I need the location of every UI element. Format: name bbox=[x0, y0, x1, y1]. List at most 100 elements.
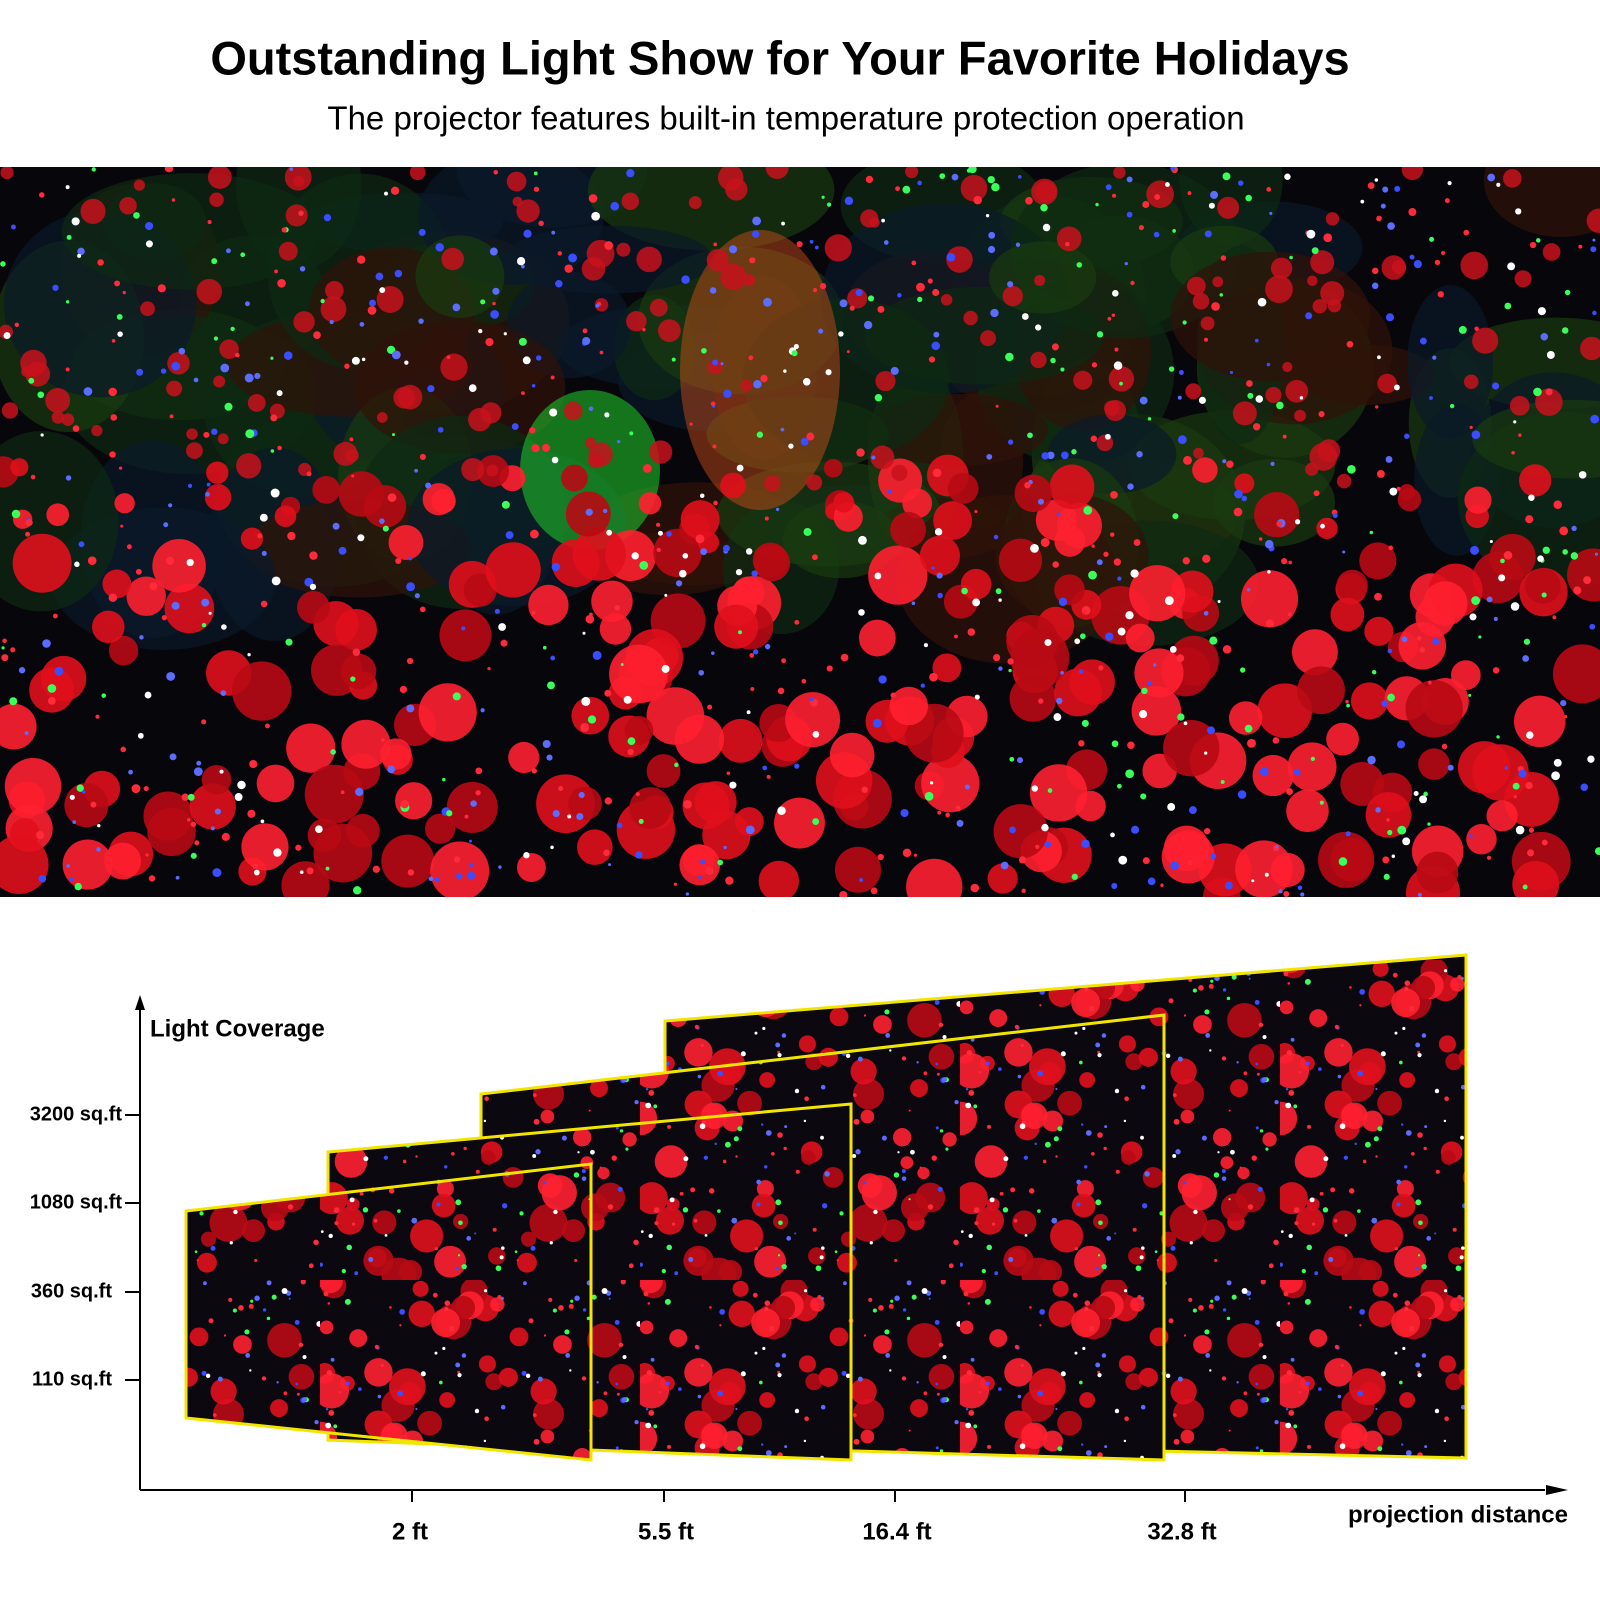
light-dot bbox=[1056, 697, 1063, 705]
light-dot bbox=[735, 568, 743, 576]
light-dot bbox=[299, 266, 306, 272]
light-dot bbox=[1257, 297, 1267, 307]
rose bbox=[581, 257, 606, 281]
light-dot bbox=[1396, 740, 1406, 749]
light-dot bbox=[913, 853, 917, 857]
light-dot bbox=[1138, 710, 1148, 719]
light-dot bbox=[1560, 699, 1567, 707]
light-dot bbox=[1040, 537, 1050, 547]
light-dot bbox=[1154, 194, 1161, 200]
light-dot bbox=[38, 192, 45, 198]
light-dot bbox=[1125, 611, 1134, 620]
light-dot bbox=[642, 464, 652, 473]
light-dot bbox=[1187, 191, 1192, 196]
light-dot bbox=[1510, 602, 1520, 611]
axes bbox=[125, 1005, 1545, 1502]
light-dot bbox=[212, 868, 222, 878]
light-dot bbox=[1113, 361, 1123, 370]
light-dot bbox=[617, 440, 621, 444]
light-dot bbox=[794, 763, 800, 769]
light-dot bbox=[533, 186, 540, 192]
rose bbox=[1514, 270, 1532, 288]
light-dot bbox=[1254, 338, 1259, 343]
light-dot bbox=[1513, 795, 1517, 799]
rose bbox=[341, 719, 391, 769]
light-dot bbox=[72, 425, 80, 432]
light-dot bbox=[87, 556, 97, 566]
light-dot bbox=[1096, 559, 1103, 566]
light-dot bbox=[1091, 544, 1095, 548]
hero-photo bbox=[0, 167, 1600, 897]
light-dot bbox=[273, 848, 282, 857]
light-dot bbox=[446, 810, 453, 817]
light-dot bbox=[712, 359, 719, 366]
rose bbox=[91, 425, 103, 437]
light-dot bbox=[71, 217, 80, 226]
light-dot bbox=[627, 748, 634, 756]
light-dot bbox=[1147, 877, 1156, 886]
light-dot bbox=[54, 666, 64, 676]
light-dot bbox=[201, 598, 210, 607]
light-dot bbox=[897, 293, 902, 298]
light-dot bbox=[1110, 491, 1118, 499]
light-dot bbox=[1220, 780, 1225, 784]
light-dot bbox=[289, 167, 293, 171]
light-dot bbox=[745, 825, 755, 835]
light-dot bbox=[1153, 231, 1160, 238]
rose bbox=[1056, 502, 1102, 549]
light-dot bbox=[120, 746, 127, 753]
light-dot bbox=[214, 808, 221, 815]
light-dot bbox=[1076, 262, 1083, 268]
light-dot bbox=[580, 723, 590, 732]
light-dot bbox=[1564, 289, 1571, 296]
light-dot bbox=[145, 853, 149, 857]
panel bbox=[184, 1162, 593, 1462]
rose bbox=[217, 433, 229, 445]
light-dot bbox=[902, 848, 912, 858]
green-glow bbox=[520, 390, 660, 550]
light-dot bbox=[1408, 208, 1417, 216]
light-dot bbox=[1037, 498, 1045, 505]
light-dot bbox=[1207, 726, 1215, 735]
rose bbox=[297, 591, 330, 624]
rose bbox=[1350, 682, 1389, 720]
rose bbox=[1320, 281, 1345, 306]
light-dot bbox=[1081, 839, 1090, 849]
light-dot bbox=[988, 231, 996, 239]
rose bbox=[345, 448, 359, 463]
light-dot bbox=[453, 856, 461, 863]
light-dot bbox=[753, 379, 762, 389]
light-dot bbox=[865, 175, 874, 184]
light-dot bbox=[546, 754, 553, 761]
light-dot bbox=[635, 792, 640, 797]
light-dot bbox=[270, 414, 278, 422]
rose bbox=[1010, 628, 1070, 688]
light-dot bbox=[1546, 351, 1555, 359]
light-dot bbox=[855, 288, 863, 297]
light-dot bbox=[148, 875, 156, 882]
rose bbox=[0, 703, 37, 750]
rose bbox=[1186, 276, 1206, 296]
light-dot bbox=[1583, 576, 1592, 585]
light-dot bbox=[1136, 451, 1143, 458]
light-dot bbox=[1005, 352, 1014, 362]
light-dot bbox=[1241, 495, 1248, 502]
light-dot bbox=[178, 347, 186, 355]
light-dot bbox=[108, 387, 118, 397]
light-dot bbox=[95, 714, 100, 719]
light-dot bbox=[1535, 238, 1541, 243]
light-dot bbox=[111, 339, 116, 343]
rose bbox=[363, 485, 407, 528]
light-dot bbox=[788, 443, 794, 449]
light-dot bbox=[863, 320, 873, 330]
light-dot bbox=[1500, 558, 1505, 564]
rose bbox=[1316, 517, 1338, 540]
light-dot bbox=[252, 863, 258, 870]
light-dot bbox=[1513, 420, 1517, 424]
rose bbox=[834, 846, 882, 893]
light-dot bbox=[1127, 483, 1134, 490]
rose bbox=[890, 511, 926, 548]
light-dot bbox=[420, 606, 426, 613]
light-dot bbox=[890, 692, 896, 698]
light-dot bbox=[1204, 230, 1212, 238]
